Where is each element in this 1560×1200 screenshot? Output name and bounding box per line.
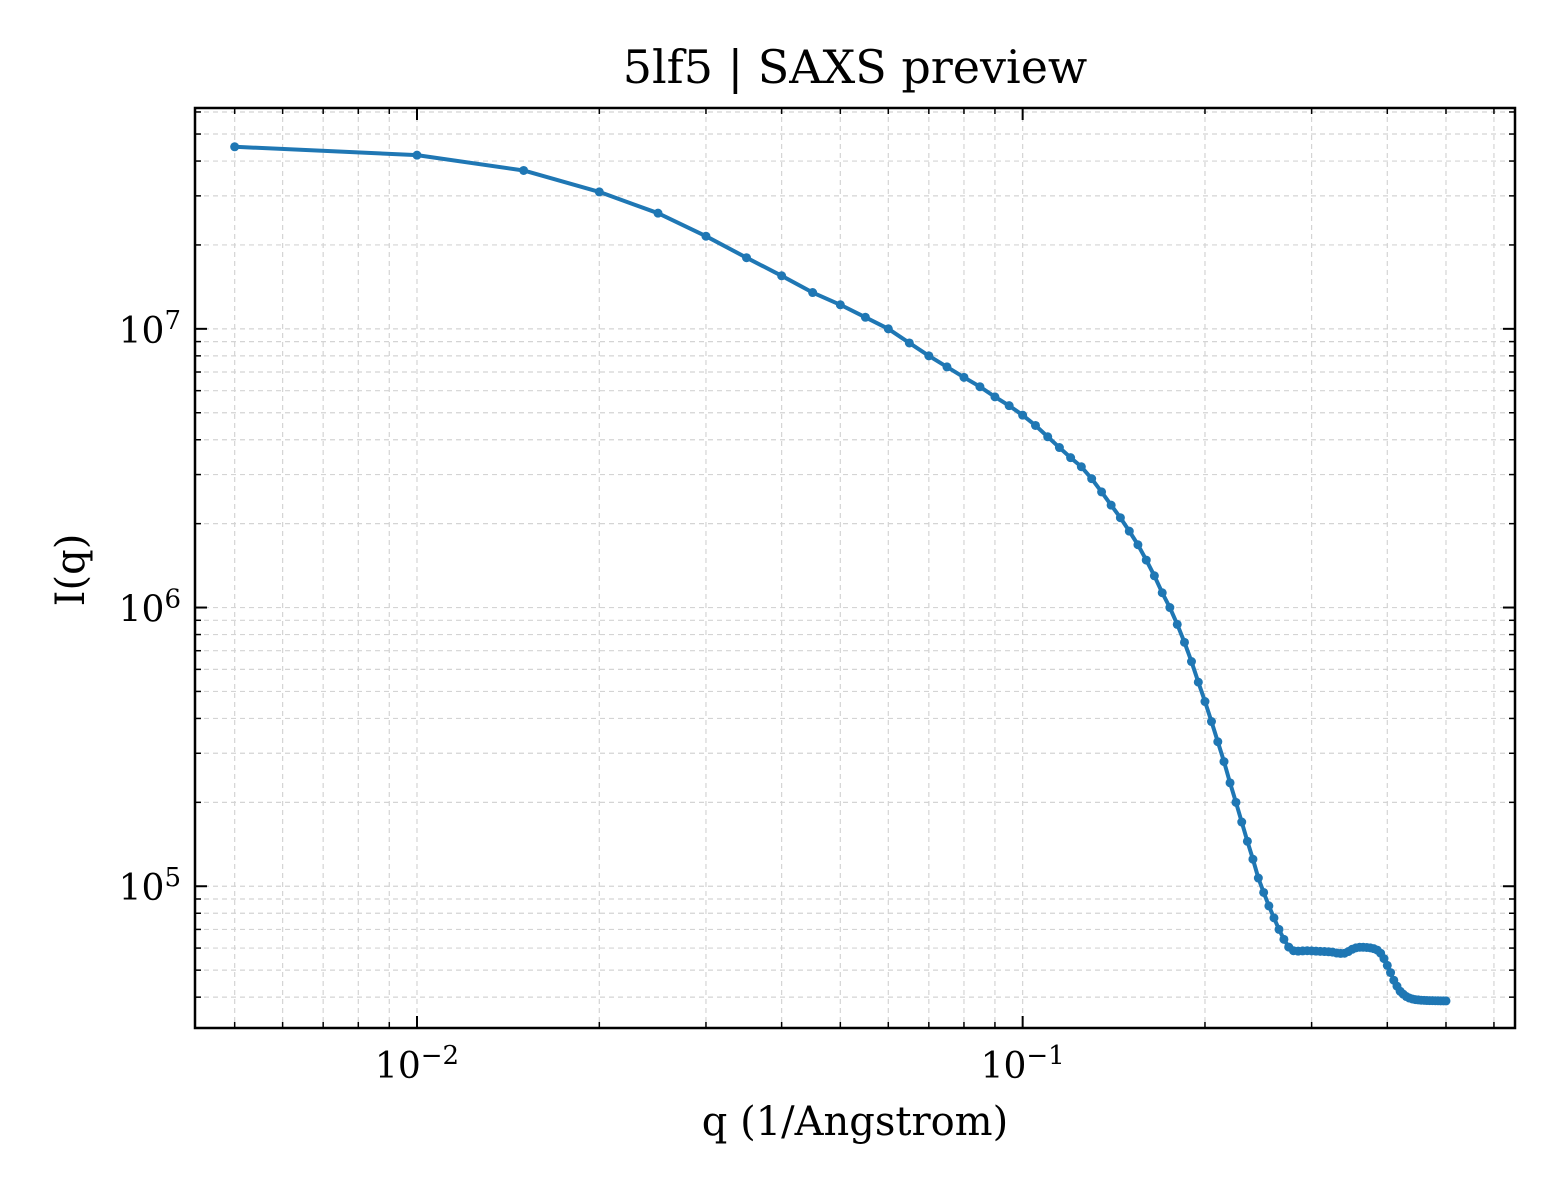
data-point (701, 231, 711, 241)
data-point (1237, 817, 1247, 827)
data-point (1066, 453, 1076, 463)
data-point (1231, 797, 1241, 807)
data-point (230, 142, 240, 152)
series-layer (230, 142, 1451, 1006)
data-point (904, 338, 914, 348)
data-point (1179, 637, 1189, 647)
y-tick-label: 105 (119, 863, 181, 909)
data-point (975, 382, 985, 392)
data-point (1193, 677, 1203, 687)
data-point (990, 392, 1000, 402)
data-point (1242, 836, 1252, 846)
data-point (1141, 555, 1151, 565)
data-point (777, 271, 787, 281)
data-point (1106, 500, 1116, 510)
data-point (808, 288, 818, 298)
data-point (1225, 778, 1235, 788)
data-point (1030, 420, 1040, 430)
data-point (860, 312, 870, 322)
data-point (959, 372, 969, 382)
data-point (1213, 737, 1223, 747)
y-tick-label: 107 (119, 306, 181, 352)
data-point (1379, 954, 1389, 964)
data-point (1087, 474, 1097, 484)
grid (195, 108, 1515, 1028)
data-point (1157, 588, 1167, 598)
data-point (1386, 968, 1396, 978)
y-tick-label: 106 (119, 585, 181, 631)
chart-title: 5lf5 | SAXS preview (623, 40, 1088, 94)
data-point (1172, 619, 1182, 629)
data-point (1165, 603, 1175, 613)
data-point (883, 324, 893, 334)
data-point (835, 300, 845, 310)
data-point (742, 253, 752, 263)
data-point (1054, 443, 1064, 453)
data-point (1133, 540, 1143, 550)
data-point (1018, 410, 1028, 420)
data-point (942, 362, 952, 372)
tick-labels: 10−2 10−1 105 106 107 (119, 306, 1065, 1087)
data-point (1219, 757, 1229, 767)
data-point (1248, 854, 1258, 864)
data-point (1259, 887, 1269, 897)
data-point (1441, 996, 1451, 1006)
data-point (1097, 487, 1107, 497)
data-point (1206, 717, 1216, 727)
data-point (1279, 934, 1289, 944)
data-point (594, 187, 604, 197)
data-point (1264, 901, 1274, 911)
data-point (924, 351, 934, 361)
data-point (1076, 462, 1086, 472)
data-point (1200, 697, 1210, 707)
data-point (653, 208, 663, 218)
data-point (1124, 526, 1134, 536)
data-point (1274, 924, 1284, 934)
ticks (195, 108, 1515, 1028)
data-point (1043, 432, 1053, 442)
x-tick-label: 10−2 (375, 1041, 459, 1087)
data-point (1253, 873, 1263, 883)
data-point (412, 150, 422, 160)
data-point (1269, 913, 1279, 923)
x-tick-label: 10−1 (981, 1041, 1065, 1087)
data-point (1004, 401, 1014, 411)
data-point (1149, 571, 1159, 581)
data-point (1115, 513, 1125, 523)
data-point (1382, 960, 1392, 970)
data-point (1186, 657, 1196, 667)
data-point (519, 165, 529, 175)
plot-frame (193, 106, 1517, 1030)
y-axis-label: I(q) (48, 534, 94, 607)
x-axis-label: q (1/Angstrom) (702, 1099, 1008, 1145)
